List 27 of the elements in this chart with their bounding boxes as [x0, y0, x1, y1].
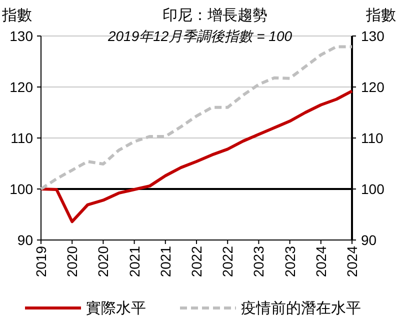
- x-tick-label: 2020: [64, 246, 80, 278]
- x-tick-label: 2024: [312, 246, 329, 278]
- y2-axis-title: 指數: [365, 7, 396, 24]
- y-tick-label: 110: [10, 130, 34, 146]
- chart-title: 印尼：增長趨勢: [162, 7, 268, 24]
- y2-tick-label: 90: [361, 232, 377, 248]
- y2-tick-label: 110: [361, 130, 384, 146]
- chart-subtitle: 2019年12月季調後指數 = 100: [106, 28, 292, 44]
- y2-tick-label: 100: [361, 181, 385, 197]
- x-tick-label: 2020: [95, 246, 112, 278]
- x-tick-label: 2024: [344, 246, 360, 278]
- x-tick-label: 2023: [282, 246, 298, 278]
- x-tick-label: 2019: [33, 246, 49, 278]
- legend-label: 疫情前的潛在水平: [241, 300, 361, 317]
- y-tick-label: 90: [17, 232, 34, 248]
- x-tick-label: 2022: [188, 246, 204, 278]
- y-axis-title: 指數: [1, 7, 32, 24]
- x-tick-label: 2021: [126, 246, 142, 278]
- y-tick-label: 100: [10, 181, 34, 197]
- legend-label: 實際水平: [86, 300, 146, 317]
- x-tick-label: 2022: [220, 246, 236, 278]
- y-tick-label: 120: [10, 79, 34, 95]
- x-tick-label: 2021: [157, 246, 174, 278]
- y2-tick-label: 120: [361, 79, 385, 95]
- y-tick-label: 130: [10, 28, 34, 44]
- x-tick-label: 2023: [250, 246, 267, 278]
- y2-tick-label: 130: [361, 28, 385, 44]
